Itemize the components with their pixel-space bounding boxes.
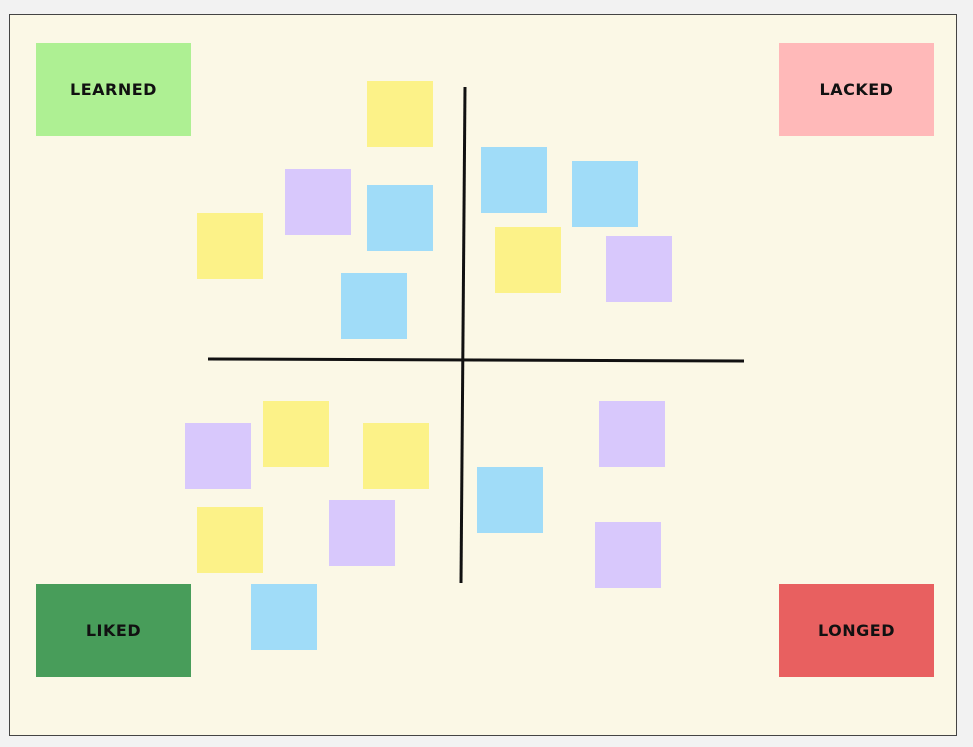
quadrant-label: LACKED — [779, 43, 934, 136]
sticky-note[interactable] — [606, 236, 672, 302]
axes — [207, 86, 745, 584]
quadrant-label: LONGED — [779, 584, 934, 677]
sticky-note[interactable] — [363, 423, 429, 489]
board: LEARNED LACKED LIKED LONGED — [9, 14, 957, 736]
quadrant-label: LIKED — [36, 584, 191, 677]
sticky-note[interactable] — [572, 161, 638, 227]
sticky-note[interactable] — [367, 185, 433, 251]
sticky-note[interactable] — [329, 500, 395, 566]
sticky-note[interactable] — [263, 401, 329, 467]
sticky-note[interactable] — [285, 169, 351, 235]
sticky-note[interactable] — [341, 273, 407, 339]
sticky-note[interactable] — [197, 507, 263, 573]
sticky-note[interactable] — [477, 467, 543, 533]
horizontal-divider — [207, 357, 745, 363]
quadrant-label: LEARNED — [36, 43, 191, 136]
sticky-note[interactable] — [197, 213, 263, 279]
vertical-divider — [459, 86, 467, 584]
sticky-note[interactable] — [185, 423, 251, 489]
sticky-note[interactable] — [599, 401, 665, 467]
sticky-note[interactable] — [595, 522, 661, 588]
sticky-note[interactable] — [367, 81, 433, 147]
sticky-note[interactable] — [251, 584, 317, 650]
sticky-note[interactable] — [495, 227, 561, 293]
sticky-note[interactable] — [481, 147, 547, 213]
